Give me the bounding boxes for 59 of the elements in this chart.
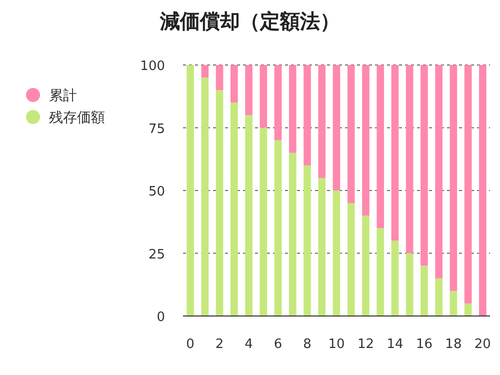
bar xyxy=(288,152,296,316)
bar xyxy=(260,128,268,316)
x-tick-label: 4 xyxy=(244,337,253,352)
bar xyxy=(376,65,384,228)
y-tick-label: 0 xyxy=(156,310,165,325)
bar xyxy=(362,216,370,316)
bar xyxy=(230,102,238,316)
x-tick-label: 20 xyxy=(474,337,491,352)
bar xyxy=(274,65,282,140)
bar xyxy=(186,65,194,316)
bar xyxy=(201,65,209,78)
y-tick-label: 50 xyxy=(148,184,165,200)
x-tick-label: 12 xyxy=(357,337,374,352)
bar xyxy=(420,266,428,316)
x-tick-label: 8 xyxy=(303,337,312,352)
bar xyxy=(230,65,238,103)
x-tick-label: 18 xyxy=(445,337,462,352)
bar xyxy=(318,65,326,178)
bar xyxy=(304,165,311,316)
x-tick-label: 2 xyxy=(215,337,224,352)
bar xyxy=(201,78,209,316)
bar xyxy=(391,65,399,241)
bar xyxy=(332,65,340,190)
bar xyxy=(464,303,472,316)
bar xyxy=(347,65,355,204)
bar xyxy=(450,65,458,291)
y-tick-label: 25 xyxy=(148,247,165,262)
bar xyxy=(450,290,458,316)
bar xyxy=(464,65,472,304)
bar xyxy=(332,190,340,316)
bar xyxy=(406,65,414,254)
bar xyxy=(347,203,355,316)
bar xyxy=(376,228,384,316)
bar xyxy=(406,253,414,316)
y-tick-label: 100 xyxy=(140,59,165,74)
legend-label: 残存価額 xyxy=(49,110,105,126)
bar xyxy=(274,140,282,316)
bar xyxy=(420,65,428,266)
x-tick-label: 14 xyxy=(386,337,404,352)
bar xyxy=(362,65,370,216)
bar xyxy=(288,65,296,153)
bar xyxy=(435,278,442,316)
bar xyxy=(260,65,268,128)
bar xyxy=(318,178,326,316)
bar xyxy=(304,65,311,166)
bar xyxy=(216,65,224,90)
bar xyxy=(245,65,252,116)
bar xyxy=(479,65,486,316)
x-tick-label: 0 xyxy=(186,337,194,352)
legend-label: 累計 xyxy=(49,88,77,104)
chart-title: 減価償却（定額法） xyxy=(159,9,340,33)
y-tick-label: 75 xyxy=(148,122,165,137)
bar xyxy=(435,65,442,278)
bar xyxy=(391,240,399,316)
bar xyxy=(216,90,224,316)
x-tick-label: 10 xyxy=(328,337,345,352)
x-tick-label: 16 xyxy=(416,337,432,352)
bar xyxy=(245,115,252,316)
x-tick-label: 6 xyxy=(274,337,282,352)
